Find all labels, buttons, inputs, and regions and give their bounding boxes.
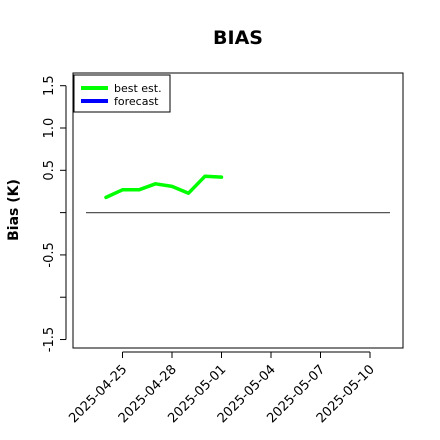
chart-title: BIAS xyxy=(213,27,263,49)
series-line-best-est xyxy=(104,174,224,200)
y-tick-label: -1.5 xyxy=(42,327,57,352)
plot-frame xyxy=(72,72,404,349)
y-tick-label: -0.5 xyxy=(42,242,57,267)
legend-label-best-est: best est. xyxy=(114,82,162,95)
y-tick-label: 1.0 xyxy=(42,118,57,139)
y-tick-label: 1.5 xyxy=(42,75,57,96)
legend-label-forecast: forecast xyxy=(114,95,159,108)
y-tick-label: 0.5 xyxy=(42,160,57,181)
y-axis: -1.5 -0.5 0.5 1.0 1.5 xyxy=(42,75,67,352)
y-axis-label: Bias (K) xyxy=(6,179,22,241)
series-group xyxy=(104,174,224,200)
legend: best est. forecast xyxy=(73,74,171,113)
legend-box xyxy=(73,74,171,113)
